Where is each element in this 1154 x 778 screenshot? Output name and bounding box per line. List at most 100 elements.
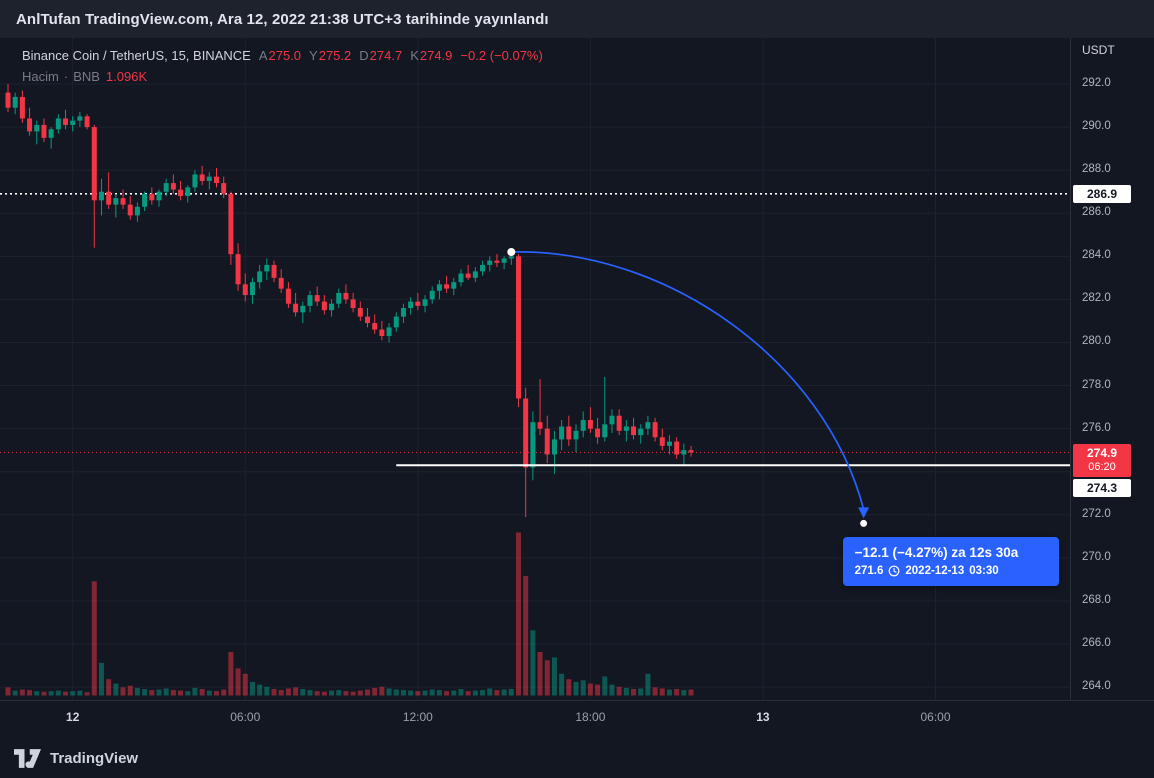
volume-bar (480, 690, 486, 696)
volume-bar (393, 689, 399, 696)
change-value: −0.2 (−0.07%) (460, 48, 543, 63)
tradingview-logo-icon[interactable] (14, 748, 41, 768)
candle-body (436, 284, 442, 291)
volume-bar (329, 690, 335, 696)
currency-label: USDT (1082, 43, 1115, 57)
candle-body (242, 284, 248, 296)
volume-bar (106, 679, 112, 696)
volume-bar (120, 687, 126, 696)
candle-body (264, 264, 270, 272)
volume-bar (27, 690, 33, 696)
candle-body (214, 176, 220, 184)
volume-bar (214, 691, 220, 696)
candle-body (480, 264, 486, 272)
volume-bar (379, 686, 385, 696)
volume-bar (163, 688, 169, 696)
candle-body (257, 271, 263, 283)
candle-body (379, 329, 385, 337)
projection-price: 271.6 (854, 565, 884, 578)
volume-bar (400, 690, 406, 696)
time-tick-label: 06:00 (920, 710, 951, 724)
price-tag-last-price: 274.9 06:20 (1073, 444, 1131, 478)
candle-body (465, 273, 471, 278)
volume-bar (249, 681, 255, 696)
volume-bar (113, 683, 119, 696)
volume-bar (19, 689, 25, 696)
volume-bar (515, 532, 521, 696)
bar-countdown-text: 06:20 (1088, 461, 1116, 474)
symbol-title: Binance Coin / TetherUS, 15, BINANCE (22, 48, 251, 63)
close-value: 274.9 (419, 48, 453, 63)
close-letter: K (410, 48, 419, 63)
projection-arrow-curve (511, 251, 865, 510)
volume-bar (645, 673, 651, 696)
candle-body (55, 118, 61, 130)
candle-body (487, 260, 493, 265)
candle-body (400, 308, 406, 317)
open-letter: A (258, 48, 268, 63)
projection-tooltip: −12.1 (−4.27%) za 12s 30a 271.6 2022-12-… (842, 537, 1059, 587)
candle-body (408, 301, 414, 309)
open-value: 275.0 (268, 48, 302, 63)
chart-canvas[interactable] (0, 0, 1154, 740)
candle-body (623, 426, 629, 431)
candle-body (357, 308, 363, 317)
projection-start-dot (507, 248, 516, 257)
low-letter: D (359, 48, 369, 63)
volume-bar (551, 657, 557, 696)
volume-bar (257, 684, 263, 696)
candle-body (365, 316, 370, 324)
candle-body (645, 422, 651, 429)
candle-body (350, 299, 356, 309)
candle-body (278, 277, 284, 289)
volume-bar (206, 690, 212, 696)
volume-bar (127, 685, 133, 696)
candle-body (688, 450, 694, 453)
volume-bar (300, 688, 306, 696)
price-tick-label: 266.0 (1082, 637, 1111, 650)
candle-body (77, 116, 83, 121)
volume-value: 1.096K (105, 69, 148, 84)
volume-bar (559, 673, 565, 696)
volume-bar (357, 690, 363, 696)
time-axis[interactable]: 12 06:00 12:00 18:00 13 06:00 (0, 700, 1154, 739)
candle-body (156, 191, 162, 201)
candle-body (573, 430, 579, 440)
candle-body (566, 426, 572, 440)
publish-banner: AnlTufan TradingView.com, Ara 12, 2022 2… (0, 0, 1154, 38)
volume-bar (293, 687, 299, 696)
price-tick-label: 288.0 (1082, 163, 1111, 176)
volume-bar (41, 691, 47, 696)
volume-bar (508, 688, 514, 696)
candle-body (98, 191, 104, 201)
volume-bar (415, 691, 421, 696)
high-letter: Y (309, 48, 318, 63)
volume-bar (77, 690, 83, 696)
candle-body (41, 124, 47, 138)
candle-body (329, 303, 335, 311)
volume-bar (451, 690, 457, 696)
volume-bar (523, 575, 529, 696)
volume-bar (178, 690, 184, 696)
volume-bar (228, 652, 234, 696)
candle-body (120, 198, 126, 205)
volume-bar (55, 690, 61, 696)
volume-bar (659, 688, 665, 696)
price-axis[interactable]: USDT 286.9 274.9 06:20 274.3 292.0 290.0 2… (1070, 38, 1154, 700)
candle-body (515, 256, 521, 399)
watermark-text[interactable]: TradingView (50, 749, 139, 767)
volume-bar (494, 690, 500, 696)
candle-body (271, 264, 277, 278)
volume-bar (142, 688, 148, 696)
volume-bar (609, 684, 615, 696)
volume-bar (350, 691, 356, 696)
volume-bar (242, 673, 248, 696)
candle-body (609, 415, 615, 425)
volume-bar (616, 686, 622, 696)
time-tick-label: 06:00 (230, 710, 261, 724)
candle-body (293, 303, 299, 313)
candle-body (659, 437, 665, 446)
time-tick-label: 12 (66, 710, 80, 724)
candle-body (185, 187, 191, 197)
